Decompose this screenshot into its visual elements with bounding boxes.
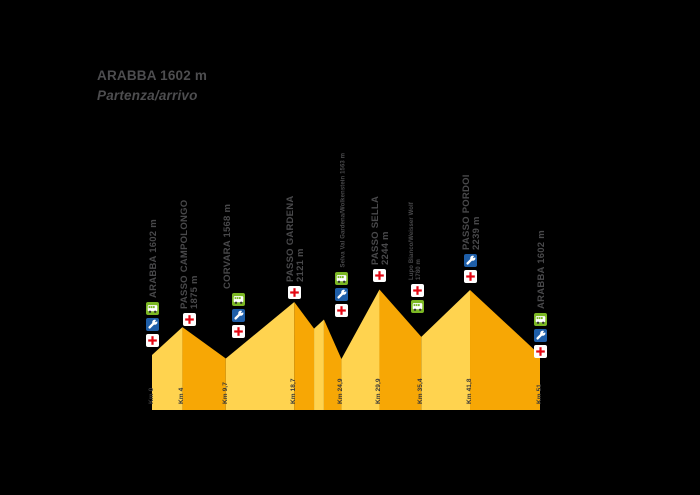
profile-segment — [294, 302, 315, 410]
point-label-line: 1780 m — [415, 258, 422, 280]
point-label-line: ARABBA 1602 m — [536, 230, 547, 309]
point-label-lupo-bianco: Lupo Bianco/Weisser Wolf 1780 m — [409, 202, 422, 280]
profile-segment — [323, 319, 342, 410]
profile-segment — [470, 290, 540, 410]
km-label-arabba-start: Km 0 — [148, 387, 155, 404]
cross-icon — [145, 334, 159, 347]
bus-icon — [334, 271, 348, 285]
bus-icon — [533, 313, 547, 326]
km-label-corvara: Km 9,7 — [221, 382, 229, 404]
station-icons-passo-pordoi — [463, 254, 477, 284]
km-label-passo-gardena: Km 18,7 — [290, 378, 298, 404]
point-label-line: 1875 m — [189, 275, 201, 310]
station-icons-selva — [334, 271, 348, 317]
profile-segment — [182, 327, 226, 410]
station-icons-lupo-bianco — [410, 283, 424, 313]
profile-segment — [341, 289, 380, 410]
wrench-icon — [533, 329, 547, 342]
point-label-line: 2121 m — [295, 248, 307, 283]
point-label-line: Lupo Bianco/Weisser Wolf — [408, 201, 415, 280]
point-label-corvara: CORVARA 1568 m — [221, 204, 233, 290]
km-label-lupo-bianco: Km 35,4 — [417, 378, 425, 404]
point-label-passo-sella: PASSO SELLA 2244 m — [370, 195, 392, 265]
wrench-icon — [145, 318, 159, 331]
bus-icon — [232, 293, 246, 307]
cross-icon — [372, 268, 386, 282]
cross-icon — [410, 283, 424, 297]
cross-icon — [334, 303, 348, 317]
km-label-arabba-end: Km 51 — [536, 383, 543, 404]
bus-icon — [145, 302, 159, 315]
page-title: ARABBA 1602 m — [97, 68, 208, 83]
point-label-line: ARABBA 1602 m — [148, 219, 159, 298]
profile-segment — [421, 290, 471, 410]
wrench-icon — [463, 254, 477, 268]
cross-icon — [232, 325, 246, 339]
point-label-arabba-end: ARABBA 1602 m — [536, 230, 547, 309]
point-label-line: Selva Val Gardena/Wolkenstein 1563 m — [340, 153, 347, 268]
bus-icon — [410, 299, 424, 313]
station-icons-passo-gardena — [287, 286, 301, 300]
cross-icon — [287, 286, 301, 300]
km-label-selva: Km 24,9 — [337, 378, 345, 404]
profile-segment — [314, 319, 324, 410]
point-label-line: CORVARA 1568 m — [221, 204, 233, 290]
km-label-passo-pordoi: Km 41,8 — [466, 378, 473, 404]
wrench-icon — [232, 309, 246, 323]
point-label-passo-campolongo: PASSO CAMPOLONGO 1875 m — [179, 200, 201, 310]
point-label-arabba-start: ARABBA 1602 m — [148, 219, 159, 298]
station-icons-arabba-start — [145, 302, 159, 347]
cross-icon — [182, 313, 196, 327]
point-label-line: 2239 m — [471, 216, 482, 251]
km-label-passo-campolongo: Km 4 — [178, 387, 186, 404]
km-label-passo-sella: Km 29,9 — [375, 378, 383, 404]
point-label-line: 2244 m — [380, 230, 392, 265]
station-icons-passo-campolongo — [182, 313, 196, 327]
point-label-passo-gardena: PASSO GARDENA 2121 m — [285, 196, 307, 283]
point-label-passo-pordoi: PASSO PORDOI 2239 m — [461, 174, 482, 251]
profile-segment — [225, 302, 295, 410]
profile-segment — [379, 289, 422, 410]
cross-icon — [463, 270, 477, 284]
cross-icon — [533, 345, 547, 358]
profile-segment — [152, 327, 183, 410]
point-label-selva: Selva Val Gardena/Wolkenstein 1563 m — [340, 153, 347, 268]
page-subtitle: Partenza/arrivo — [97, 88, 198, 103]
wrench-icon — [334, 287, 348, 301]
station-icons-passo-sella — [372, 268, 386, 282]
station-icons-arabba-end — [533, 313, 547, 358]
station-icons-corvara — [232, 293, 246, 339]
